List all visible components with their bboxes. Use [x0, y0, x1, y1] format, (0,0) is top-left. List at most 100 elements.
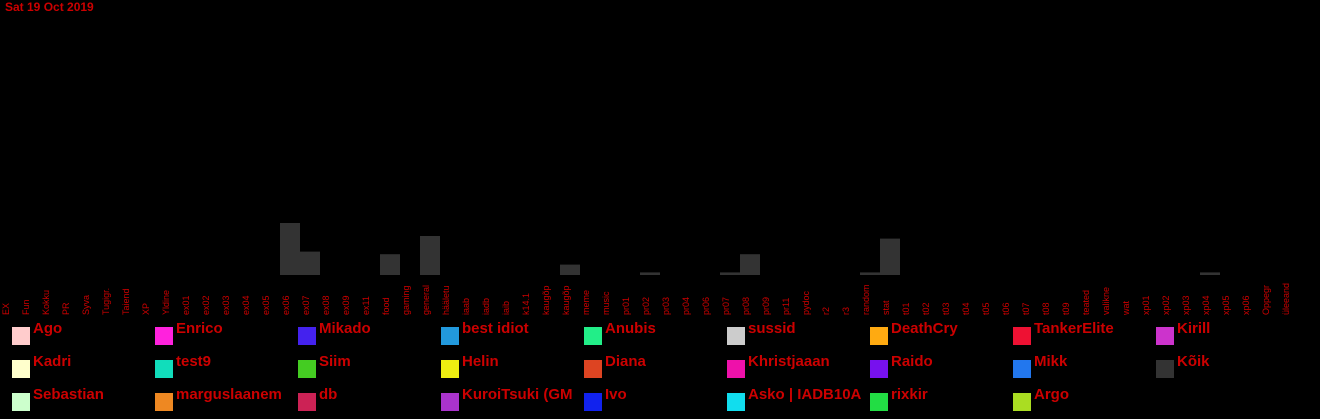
- x-tick-label: wat: [1121, 300, 1131, 316]
- x-tick-label: t05: [981, 302, 991, 315]
- bars-group: [280, 223, 1220, 275]
- legend-label: Raido: [891, 353, 933, 370]
- x-tick-label: t01: [901, 302, 911, 315]
- date-label: Sat 19 Oct 2019: [5, 0, 94, 14]
- x-tick-label: t06: [1001, 302, 1011, 315]
- legend-swatch: [441, 393, 459, 411]
- bar-14: [280, 223, 300, 275]
- legend-swatch: [155, 393, 173, 411]
- legend-swatch: [1156, 360, 1174, 378]
- x-tick-label: k14.1: [521, 293, 531, 315]
- x-tick-label: XP: [141, 303, 151, 315]
- legend-label: Diana: [605, 353, 646, 370]
- legend-swatch: [727, 327, 745, 345]
- legend-swatch: [441, 360, 459, 378]
- x-tick-label: Kokku: [41, 290, 51, 315]
- bar-28: [560, 264, 580, 275]
- x-tick-label: Taiend: [121, 288, 131, 315]
- x-tick-label: üleeand: [1281, 283, 1291, 315]
- x-tick-label: ex11: [361, 296, 371, 315]
- legend-label: Kõik: [1177, 353, 1210, 370]
- x-tick-label: t07: [1021, 302, 1031, 315]
- x-tick-label: Tugigr.: [101, 288, 111, 315]
- x-tick-label: pr04: [681, 297, 691, 315]
- bar-15: [300, 251, 320, 275]
- legend-swatch: [870, 393, 888, 411]
- legend-swatch: [584, 393, 602, 411]
- bar-21: [420, 236, 440, 275]
- legend-swatch: [155, 360, 173, 378]
- legend-swatch: [298, 393, 316, 411]
- bar-43: [860, 272, 880, 275]
- legend-label: Argo: [1034, 386, 1069, 403]
- x-tick-label: ex08: [321, 295, 331, 315]
- x-tick-label: Fun: [21, 299, 31, 315]
- x-tick-label: ex01: [181, 295, 191, 315]
- legend-label: Siim: [319, 353, 351, 370]
- x-tick-label: ex02: [201, 295, 211, 315]
- legend-swatch: [12, 327, 30, 345]
- x-tick-label: general: [421, 285, 431, 315]
- x-tick-label: t02: [921, 302, 931, 315]
- x-tick-label: EX: [1, 303, 11, 315]
- bar-36: [720, 272, 740, 275]
- legend-label: Helin: [462, 353, 499, 370]
- x-tick-label: Syva: [81, 295, 91, 315]
- legend-swatch: [870, 360, 888, 378]
- x-tick-label: ex05: [261, 295, 271, 315]
- x-tick-label: iadb: [481, 298, 491, 315]
- legend-label: DeathCry: [891, 320, 958, 337]
- legend-label: test9: [176, 353, 212, 370]
- x-tick-label: pr03: [661, 297, 671, 315]
- x-tick-label: PR: [61, 302, 71, 315]
- legend-swatch: [727, 360, 745, 378]
- x-tick-label: hääletu: [441, 285, 451, 315]
- legend-swatch: [1156, 327, 1174, 345]
- x-tick-label: gaming: [401, 285, 411, 315]
- x-tick-label: iaib: [501, 301, 511, 315]
- x-tick-label: ex03: [221, 295, 231, 315]
- x-tick-label: r3: [841, 307, 851, 315]
- x-tick-label: pydoc: [801, 290, 811, 315]
- x-tick-label: ex06: [281, 295, 291, 315]
- x-tick-label: ex09: [341, 295, 351, 315]
- x-tick-label: food: [381, 297, 391, 315]
- x-tick-labels: EX Fun Kokku PR Syva Tugigr. Taiend XP Yldine ex0…: [1, 283, 1291, 316]
- legend-label: TankerElite: [1034, 320, 1114, 337]
- x-tick-label: pr02: [641, 297, 651, 315]
- x-tick-label: teated: [1081, 290, 1091, 315]
- legend-swatch: [727, 393, 745, 411]
- x-tick-label: xp03: [1181, 295, 1191, 315]
- x-tick-label: meme: [581, 290, 591, 315]
- legend-label: Ago: [33, 320, 63, 337]
- x-tick-label: ex07: [301, 295, 311, 315]
- legend-swatch: [298, 327, 316, 345]
- x-tick-label: Oppegr: [1261, 285, 1271, 315]
- bar-37: [740, 254, 760, 275]
- legend-swatch: [155, 327, 173, 345]
- legend-label: Sebastian: [33, 386, 104, 403]
- legend-label: rixkir: [891, 386, 928, 403]
- legend-label: Enrico: [176, 320, 223, 337]
- x-tick-label: t04: [961, 302, 971, 315]
- legend-swatch: [1013, 360, 1031, 378]
- x-tick-label: iaab: [461, 298, 471, 315]
- x-tick-label: xp02: [1161, 295, 1171, 315]
- x-tick-label: t09: [1061, 302, 1071, 315]
- legend-label: Kirill: [1177, 320, 1211, 337]
- bar-chart: EX Fun Kokku PR Syva Tugigr. Taiend XP Yldine ex0…: [1, 223, 1291, 316]
- x-tick-label: xp04: [1201, 295, 1211, 315]
- legend-label: Anubis: [605, 320, 656, 337]
- legend-label: Mikk: [1034, 353, 1068, 370]
- legend-label: Asko | IADB10A: [748, 386, 862, 403]
- x-tick-label: random: [861, 284, 871, 315]
- x-tick-label: stat: [881, 300, 891, 315]
- x-tick-label: pr11: [781, 298, 791, 315]
- bar-60: [1200, 272, 1220, 275]
- x-tick-label: kaugõp: [541, 285, 551, 315]
- bar-19: [380, 254, 400, 275]
- legend-swatch: [12, 393, 30, 411]
- x-tick-label: r2: [821, 307, 831, 315]
- legend-swatch: [584, 327, 602, 345]
